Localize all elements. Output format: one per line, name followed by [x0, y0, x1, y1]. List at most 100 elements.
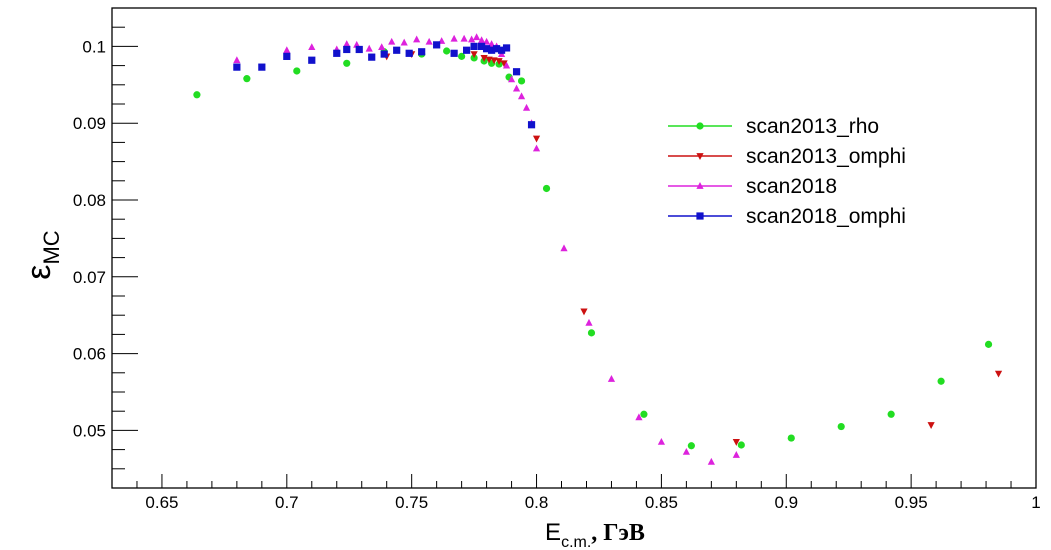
data-point — [984, 340, 993, 348]
data-point — [487, 46, 496, 54]
data-point — [502, 61, 511, 69]
y-axis-title-subscript: MC — [39, 230, 64, 264]
legend-entry: scan2013_rho — [668, 115, 879, 138]
data-point — [837, 422, 845, 431]
legend-label: scan2018_omphi — [746, 205, 906, 228]
data-point — [635, 413, 643, 421]
data-point — [368, 53, 376, 61]
data-point — [463, 46, 471, 54]
series-scan2013_omphi — [383, 51, 1003, 446]
y-axis-title: εMC — [20, 230, 64, 279]
data-point — [500, 60, 508, 68]
data-point — [682, 447, 690, 455]
data-point — [433, 41, 441, 49]
data-point — [732, 439, 740, 446]
legend-label: scan2018 — [746, 175, 837, 198]
legend-marker — [696, 153, 704, 160]
legend-entry: scan2013_omphi — [668, 145, 906, 168]
data-point — [485, 56, 493, 64]
legend-label: scan2013_omphi — [746, 145, 906, 168]
data-point — [532, 135, 541, 143]
data-point — [478, 42, 486, 50]
tick-labels: 0.65 0.7 0.75 0.8 0.85 0.9 0.95 1 0.05 0.06 0.07 0.… — [73, 37, 1041, 512]
data-point — [460, 34, 468, 42]
data-point — [478, 36, 486, 44]
x-tick-label: 0.8 — [525, 493, 549, 512]
data-point — [994, 370, 1003, 378]
data-point — [607, 374, 616, 382]
data-point — [937, 377, 945, 385]
data-point — [707, 457, 715, 465]
legend-entry: scan2018_omphi — [668, 205, 906, 228]
data-point — [512, 68, 521, 76]
plot-frame — [111, 7, 1037, 489]
data-point — [343, 40, 351, 47]
data-point — [580, 308, 588, 316]
data-point — [243, 75, 251, 83]
data-point — [425, 37, 433, 45]
data-point — [378, 43, 386, 51]
data-point — [308, 43, 316, 51]
data-point — [495, 58, 503, 65]
data-point — [450, 34, 458, 42]
data-point — [400, 38, 408, 46]
legend-marker — [696, 212, 704, 220]
data-point — [233, 56, 241, 64]
x-axis-title-unit: , ГэВ — [591, 520, 645, 546]
data-point — [512, 84, 521, 92]
data-point — [473, 33, 481, 41]
data-point — [418, 48, 426, 56]
data-point — [308, 56, 316, 64]
y-tick-label: 0.05 — [73, 421, 106, 440]
series-scan2013_rho — [193, 47, 993, 450]
data-point — [687, 442, 695, 450]
data-point — [355, 45, 363, 54]
data-point — [927, 422, 935, 429]
data-point — [388, 37, 396, 45]
legend-marker — [696, 122, 704, 130]
y-tick-label: 0.08 — [73, 191, 106, 210]
data-markers — [193, 33, 1003, 465]
y-tick-label: 0.09 — [73, 114, 106, 133]
x-axis-title-subscript: c.m. — [561, 534, 591, 550]
x-tick-label: 1 — [1031, 493, 1040, 512]
y-tick-label: 0.06 — [73, 345, 106, 364]
series-scan2018 — [233, 33, 740, 465]
data-point — [587, 329, 596, 337]
data-point — [517, 77, 526, 85]
data-point — [640, 410, 648, 418]
data-point — [193, 91, 201, 99]
x-tick-label: 0.9 — [774, 493, 798, 512]
data-point — [343, 45, 351, 54]
x-tick-label: 0.65 — [145, 493, 178, 512]
data-point — [532, 144, 541, 152]
x-axis-title: Ec.m., ГэВ — [545, 519, 645, 550]
data-point — [258, 63, 266, 71]
series-scan2018_omphi — [233, 41, 536, 129]
legend: scan2013_rho scan2013_omphi scan2018 scan20… — [668, 115, 906, 228]
data-point — [507, 75, 516, 83]
data-point — [737, 441, 745, 449]
legend-marker — [696, 182, 704, 189]
data-point — [527, 121, 536, 129]
data-point — [517, 92, 526, 100]
data-point — [522, 103, 531, 111]
legend-label: scan2013_rho — [746, 115, 879, 138]
data-point — [490, 57, 498, 65]
data-point — [787, 434, 795, 442]
data-point — [450, 49, 458, 57]
data-point — [413, 35, 421, 43]
data-point — [283, 46, 291, 54]
legend-entry: scan2018 — [668, 175, 837, 198]
data-point — [283, 52, 291, 60]
data-point — [393, 46, 401, 54]
x-tick-label: 0.75 — [395, 493, 428, 512]
data-point — [458, 52, 466, 60]
axis-ticks — [111, 7, 1037, 489]
data-point — [657, 437, 666, 445]
data-point — [585, 318, 593, 326]
x-tick-label: 0.7 — [275, 493, 299, 512]
data-point — [470, 51, 478, 59]
x-tick-label: 0.85 — [645, 493, 678, 512]
